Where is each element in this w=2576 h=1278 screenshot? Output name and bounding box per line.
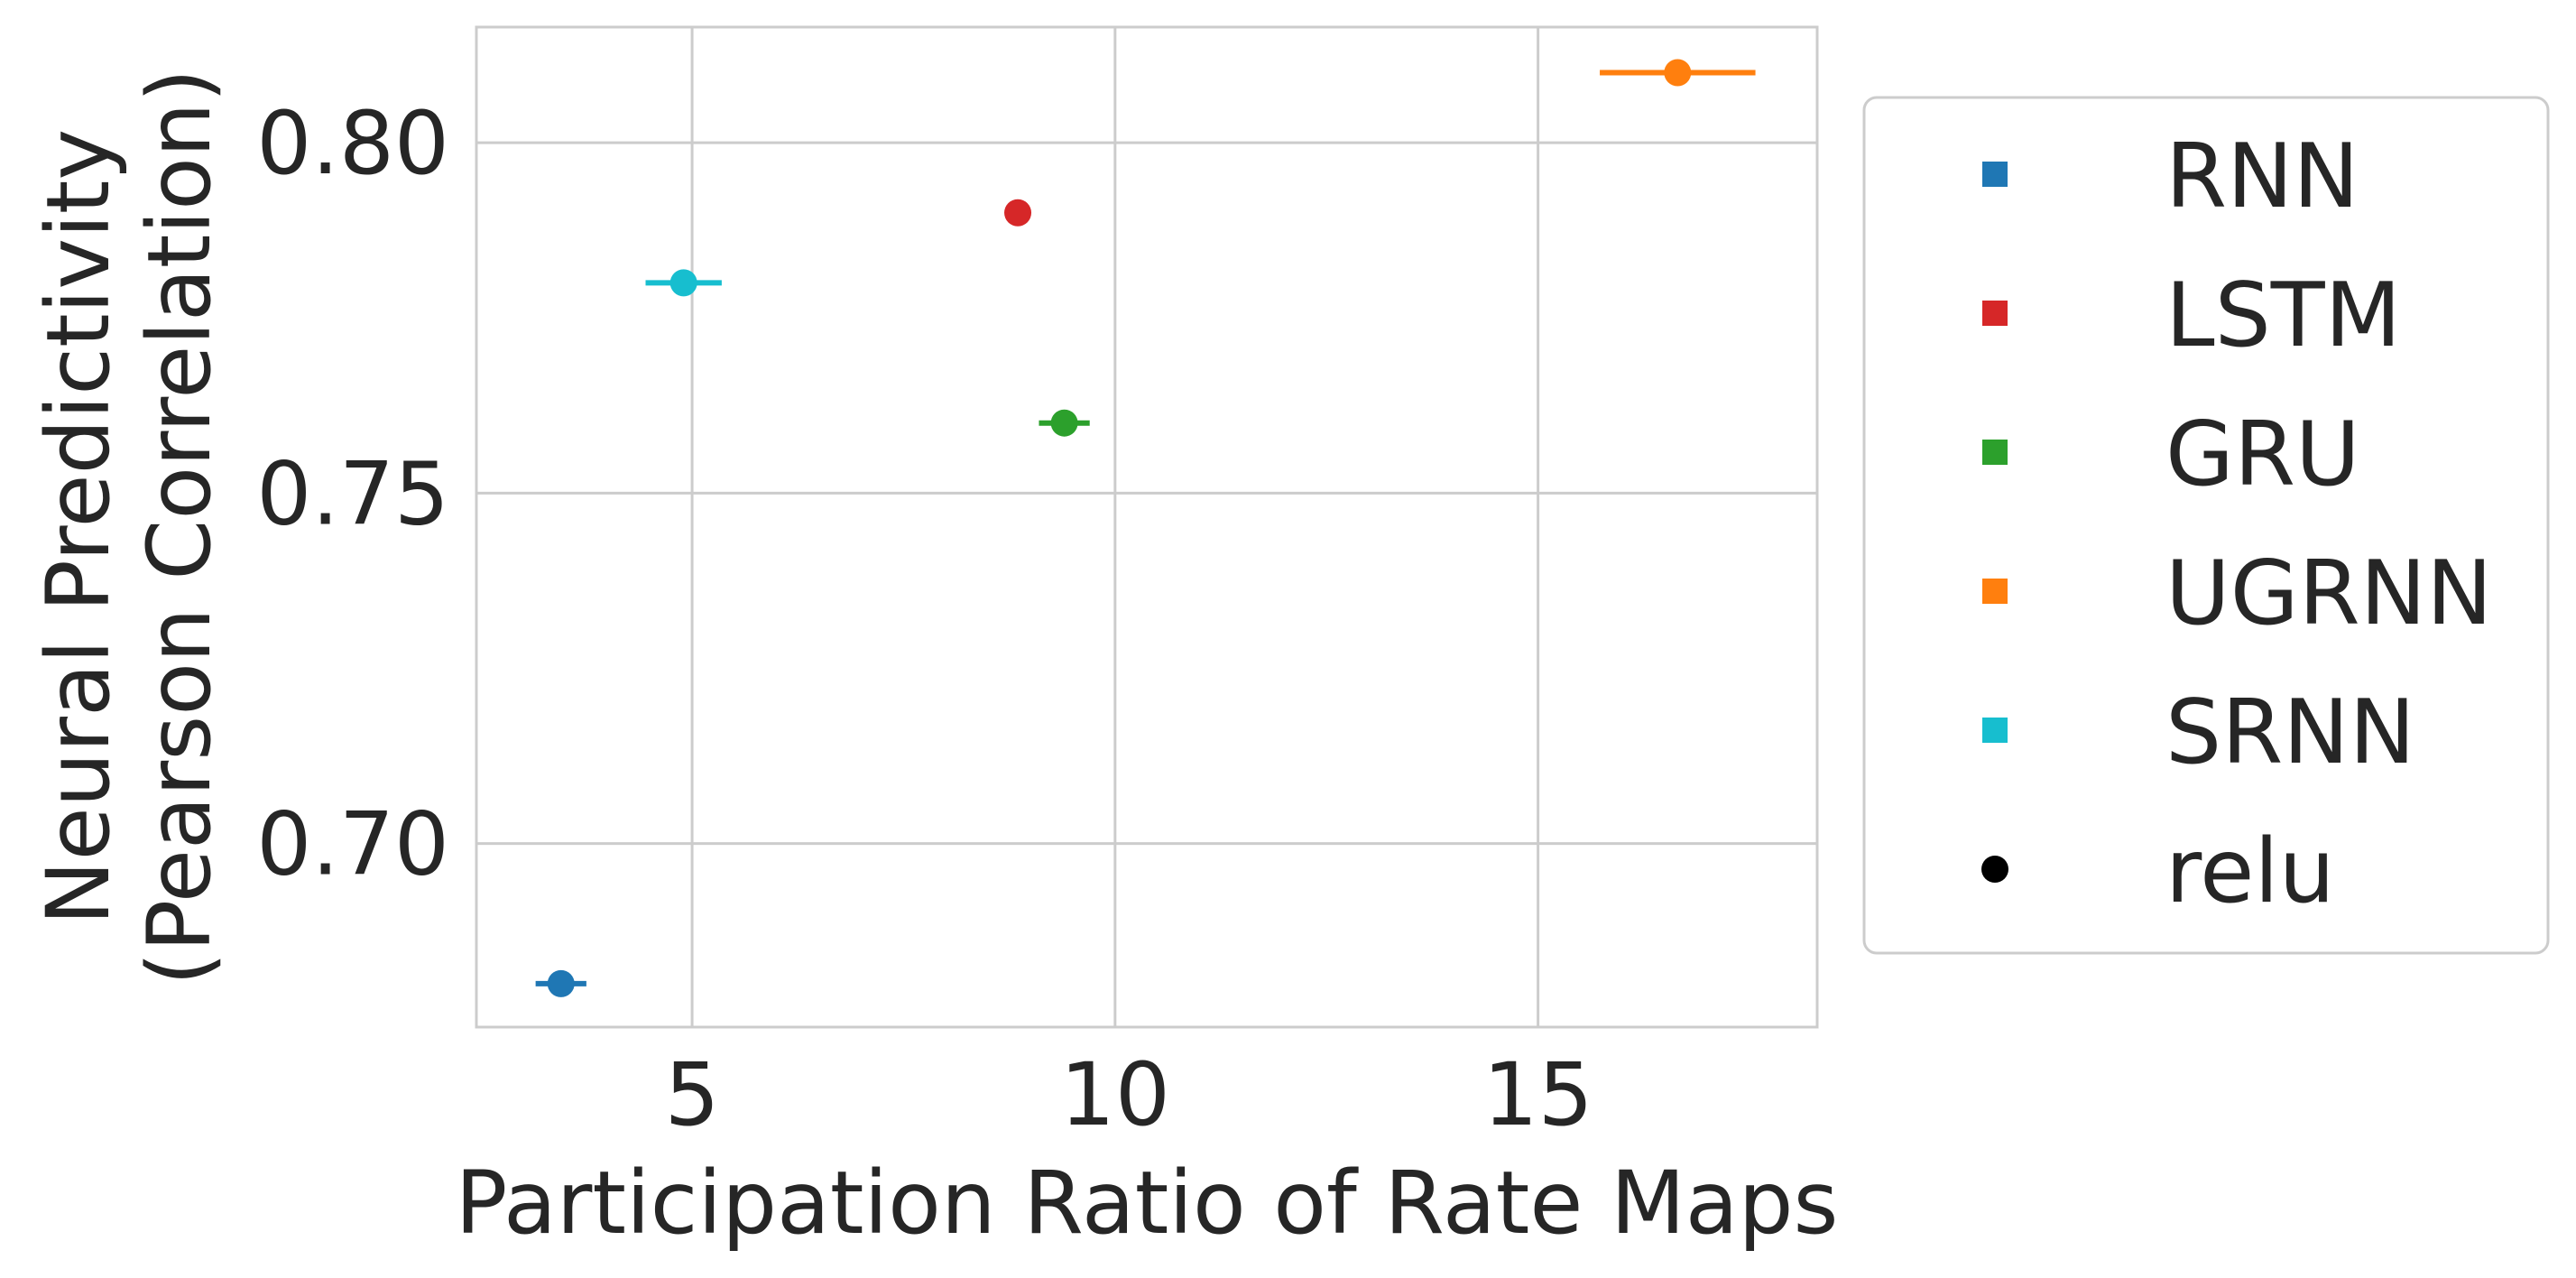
x-tick-label: 15: [1483, 1044, 1593, 1145]
legend-marker-lstm: [1982, 301, 2008, 326]
legend-label-rnn: RNN: [2165, 125, 2359, 228]
y-tick-labels: 0.70 0.75 0.80: [256, 93, 449, 894]
y-tick-label: 0.70: [256, 794, 449, 895]
point-lstm: [1004, 199, 1032, 227]
legend-label-srnn: SRNN: [2165, 681, 2415, 784]
point-ugrnn: [1664, 59, 1692, 87]
y-tick-label: 0.80: [256, 93, 449, 194]
x-tick-labels: 5 10 15: [665, 1044, 1593, 1145]
x-tick-label: 10: [1060, 1044, 1170, 1145]
legend-marker-srnn: [1982, 718, 2008, 743]
point-rnn: [547, 969, 575, 997]
point-gru: [1050, 409, 1078, 437]
y-tick-label: 0.75: [256, 443, 449, 544]
plot-frame: [475, 25, 1819, 1029]
legend-marker-relu: [1981, 856, 2008, 883]
y-axis-label-line2: (Pearson Correlation): [129, 69, 230, 986]
y-axis-label-line1: Neural Predictivity: [28, 129, 129, 925]
legend-label-lstm: LSTM: [2165, 264, 2401, 367]
legend: RNN LSTM GRU UGRNN SRNN relu: [1981, 125, 2492, 923]
x-axis-label: Participation Ratio of Rate Maps: [455, 1153, 1838, 1254]
error-bars: [535, 69, 1756, 986]
x-tick-label: 5: [665, 1044, 720, 1145]
legend-marker-rnn: [1982, 162, 2008, 187]
legend-box: [1862, 96, 2550, 955]
point-srnn: [669, 269, 697, 297]
legend-label-gru: GRU: [2165, 403, 2360, 506]
legend-marker-ugrnn: [1982, 579, 2008, 604]
grid: [476, 27, 1817, 1027]
legend-marker-gru: [1982, 440, 2008, 465]
legend-label-relu: relu: [2165, 820, 2335, 923]
data-points: [547, 59, 1692, 997]
legend-label-ugrnn: UGRNN: [2165, 542, 2492, 645]
